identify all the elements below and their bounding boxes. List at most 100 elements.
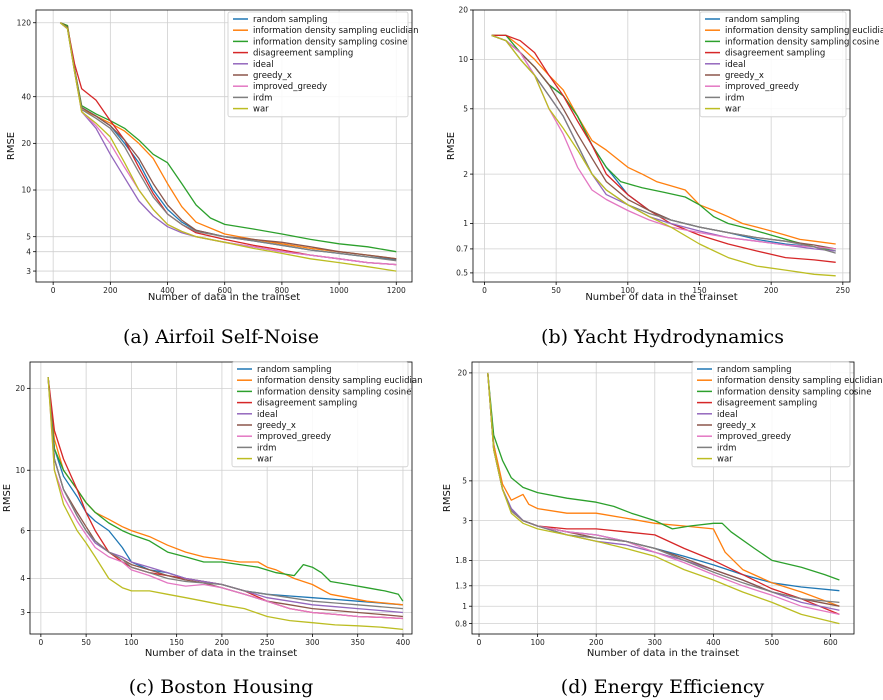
x-axis-label: Number of data in the trainset: [145, 648, 297, 659]
axes-frame: [471, 361, 855, 635]
x-tick-label: 250: [260, 638, 275, 647]
legend-entry: war: [717, 455, 733, 465]
legend-box: [227, 11, 409, 118]
y-tick-label: 1: [462, 602, 467, 611]
x-tick-label: 150: [692, 286, 707, 295]
series-line-irdm: [47, 377, 403, 610]
legend-box: [699, 11, 847, 118]
legend-entry: irdm: [717, 443, 736, 453]
x-tick-label: 800: [275, 286, 290, 295]
x-tick-label: 200: [103, 286, 118, 295]
legend-entry: greedy_x: [253, 71, 292, 81]
chart-airfoil-self-noise: 0 200 400 600 800 1000 1200 3 4 5 10 20 40 120 Number …: [6, 9, 419, 300]
x-tick-label: 100: [530, 638, 545, 647]
axes-frame: [35, 9, 413, 283]
x-tick-label: 0: [477, 638, 482, 647]
legend-box: [231, 361, 409, 468]
y-tick-label: 1.3: [455, 581, 467, 590]
x-tick-label: 250: [836, 286, 851, 295]
caption-boston: (c) Boston Housing: [128, 676, 314, 698]
y-tick-label: 10: [21, 186, 31, 195]
y-axis-label: RMSE: [2, 484, 13, 512]
x-axis-label: Number of data in the trainset: [148, 292, 300, 300]
caption-energy: (d) Energy Efficiency: [560, 676, 765, 698]
series-line-war: [59, 22, 397, 272]
legend-entry: greedy_x: [725, 71, 764, 81]
y-tick-label: 1: [463, 219, 468, 228]
caption-yacht: (b) Yacht Hydrodynamics: [541, 326, 784, 348]
x-tick-label: 1200: [387, 286, 406, 295]
series-line-greedy-x: [47, 377, 403, 618]
x-tick-label: 1000: [330, 286, 349, 295]
y-tick-label: 0.7: [456, 245, 468, 254]
legend-entry: information density sampling euclidian: [717, 376, 883, 386]
legend-entry: ideal: [257, 410, 278, 420]
legend-entry: random sampling: [725, 15, 800, 25]
legend-entry: improved_greedy: [717, 432, 791, 442]
y-axis-label: RMSE: [442, 484, 453, 512]
legend-entry: ideal: [253, 60, 274, 70]
y-tick-label: 20: [21, 139, 31, 148]
y-tick-label: 5: [462, 477, 467, 486]
axes-frame: [29, 361, 413, 635]
series-line-improved-greedy: [491, 34, 836, 250]
x-axis-label: Number of data in the trainset: [585, 292, 737, 300]
x-tick-label: 200: [589, 638, 604, 647]
x-tick-label: 300: [305, 638, 320, 647]
axes-frame: [472, 9, 851, 283]
x-tick-label: 600: [218, 286, 233, 295]
legend-entry: information density sampling euclidian: [253, 26, 419, 36]
y-tick-label: 2: [463, 170, 468, 179]
y-tick-label: 1.8: [455, 556, 467, 565]
series-line-information-density-sampling-cosine: [60, 22, 397, 253]
y-tick-label: 4: [20, 574, 25, 583]
x-tick-label: 50: [81, 638, 91, 647]
legend-entry: random sampling: [253, 15, 328, 25]
x-tick-label: 300: [648, 638, 663, 647]
series-line-information-density-sampling-cosine: [47, 377, 404, 602]
x-tick-label: 0: [482, 286, 487, 295]
y-tick-label: 3: [462, 516, 467, 525]
y-tick-label: 20: [15, 384, 25, 393]
x-tick-label: 600: [823, 638, 838, 647]
y-tick-label: 40: [21, 92, 31, 101]
series-line-war: [491, 34, 836, 277]
y-tick-label: 3: [26, 267, 31, 276]
legend-entry: ideal: [725, 60, 746, 70]
x-tick-label: 400: [160, 286, 175, 295]
y-tick-label: 4: [26, 247, 31, 256]
x-tick-label: 400: [706, 638, 721, 647]
series-line-war: [487, 372, 840, 625]
series-line-disagreement-sampling: [491, 34, 836, 263]
legend-entry: disagreement sampling: [253, 49, 353, 59]
legend-entry: war: [725, 105, 741, 115]
legend-entry: improved_greedy: [725, 82, 799, 92]
x-axis-label: Number of data in the trainset: [587, 648, 739, 659]
y-tick-label: 120: [17, 18, 32, 27]
x-tick-label: 500: [765, 638, 780, 647]
y-tick-label: 20: [457, 369, 467, 378]
x-tick-label: 350: [351, 638, 366, 647]
legend-entry: improved_greedy: [257, 432, 331, 442]
legend-entry: irdm: [253, 93, 272, 103]
legend-entry: irdm: [725, 93, 744, 103]
legend-entry: information density sampling cosine: [257, 387, 411, 397]
legend-entry: improved_greedy: [253, 82, 327, 92]
legend-entry: greedy_x: [257, 421, 296, 431]
legend-box: [691, 361, 851, 468]
y-tick-label: 20: [458, 6, 468, 15]
legend-entry: disagreement sampling: [257, 399, 357, 409]
legend-entry: disagreement sampling: [717, 399, 817, 409]
chart-energy-efficiency: 0 100 200 300 400 500 600 0.8 1 1.3 1.8 3 5 20 Number …: [442, 361, 883, 659]
legend-entry: war: [253, 105, 269, 115]
legend-entry: ideal: [717, 410, 738, 420]
chart-yacht-hydrodynamics: 0 50 100 150 200 250 0.5 0.7 1 2 5 10 20 Number of da…: [446, 6, 883, 300]
legend-entry: information density sampling cosine: [253, 37, 407, 47]
y-tick-label: 10: [458, 55, 468, 64]
x-tick-label: 200: [215, 638, 230, 647]
x-tick-label: 150: [169, 638, 184, 647]
chart-boston-housing: 0 50 100 150 200 250 300 350 400 3 4 6 10 20 Number of…: [2, 361, 423, 659]
y-tick-label: 0.8: [455, 619, 467, 628]
